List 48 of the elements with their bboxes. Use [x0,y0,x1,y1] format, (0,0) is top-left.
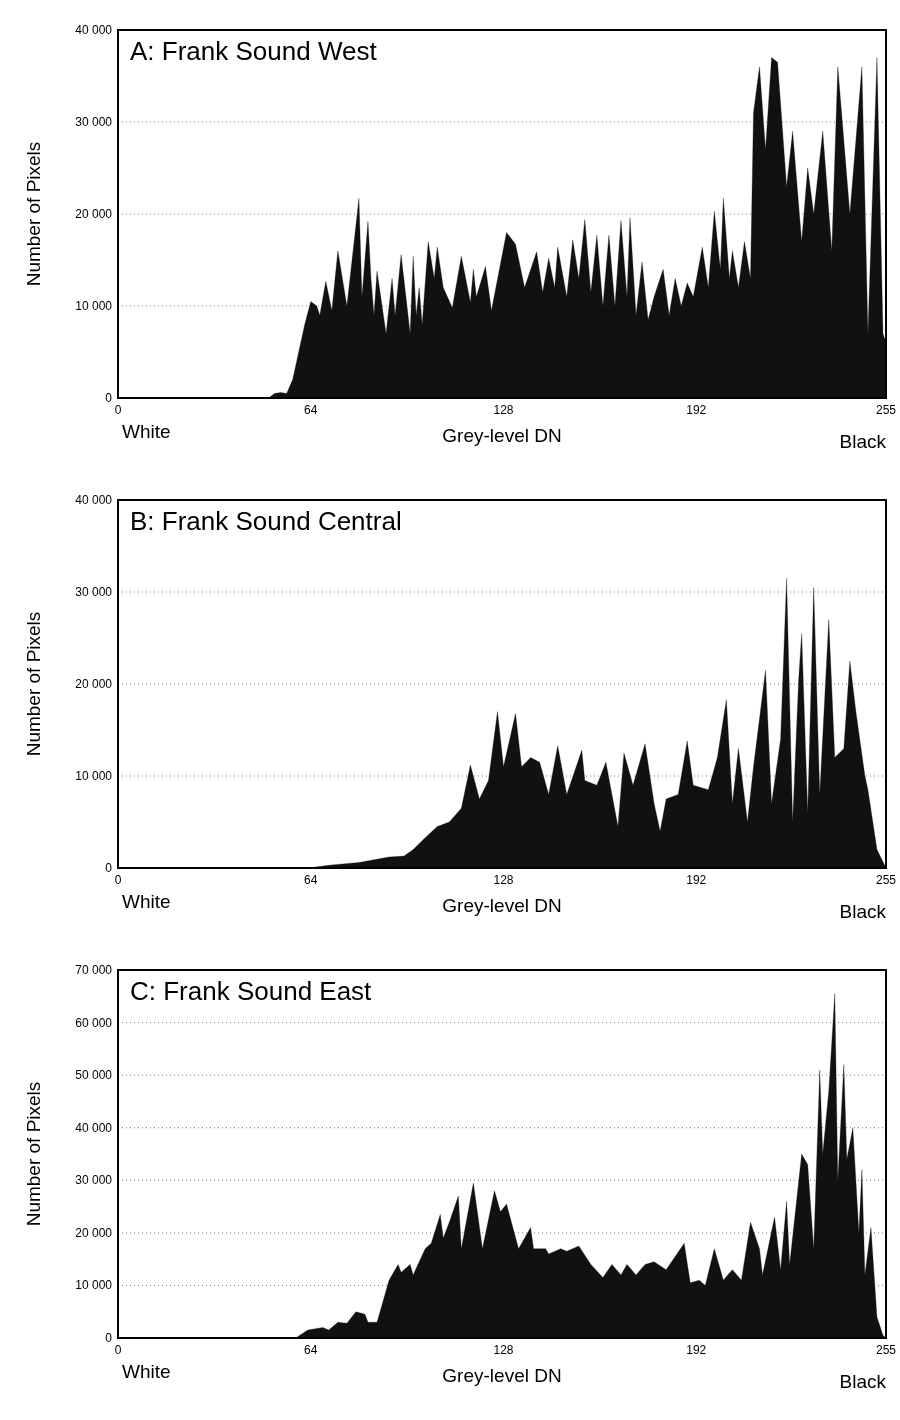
x-tick-label: 128 [493,403,514,417]
y-tick-label: 10 000 [75,1278,113,1293]
x-tick-label: 255 [875,403,897,417]
x-tick-label: 255 [875,873,897,887]
text: White [122,1361,171,1382]
y-tick-label: 60 000 [75,1015,113,1030]
x-tick-label: 128 [493,1343,514,1357]
y-tick-label: 30 000 [75,585,113,599]
x-tick-label: 128 [493,873,514,887]
y-tick-label: 0 [105,861,113,875]
y-tick-label: 30 000 [75,1173,113,1188]
x-tick-label: 192 [686,1343,707,1357]
text: Black [839,901,887,922]
y-tick-label: 40 000 [75,1120,113,1135]
text: White [122,891,171,912]
y-tick-label: 30 000 [75,115,113,129]
x-tick-label: 255 [875,1343,897,1357]
x-axis-title: Grey-level DN [442,1365,562,1386]
x-tick-label: 64 [304,873,318,887]
text: White [122,421,171,442]
x-tick-label: 0 [114,403,122,417]
y-axis-title: Number of Pixels [23,141,44,287]
x-axis-title: Grey-level DN [442,425,562,446]
y-axis-title: Number of Pixels [23,611,44,757]
chart-title: B: Frank Sound Central [130,506,402,536]
y-tick-label: 40 000 [75,493,113,507]
text: Black [839,431,887,452]
x-axis-title: Grey-level DN [442,895,562,916]
y-tick-label: 20 000 [75,207,113,221]
text: Black [839,1371,887,1392]
y-axis-title: Number of Pixels [23,1081,44,1227]
y-tick-label: 0 [105,391,113,405]
x-tick-label: 64 [304,403,318,417]
x-tick-label: 192 [686,873,707,887]
chart-title: A: Frank Sound West [130,36,378,66]
y-tick-label: 20 000 [75,1225,113,1240]
x-tick-label: 0 [114,873,122,887]
y-tick-label: 10 000 [75,769,113,783]
x-tick-label: 64 [304,1343,318,1357]
y-tick-label: 40 000 [75,23,113,37]
y-tick-label: 70 000 [75,963,113,977]
y-tick-label: 10 000 [75,299,113,313]
y-tick-label: 0 [105,1331,113,1345]
chart-title: C: Frank Sound East [130,976,373,1006]
x-tick-label: 0 [114,1343,122,1357]
y-tick-label: 20 000 [75,677,113,691]
y-tick-label: 50 000 [75,1068,113,1083]
x-tick-label: 192 [686,403,707,417]
